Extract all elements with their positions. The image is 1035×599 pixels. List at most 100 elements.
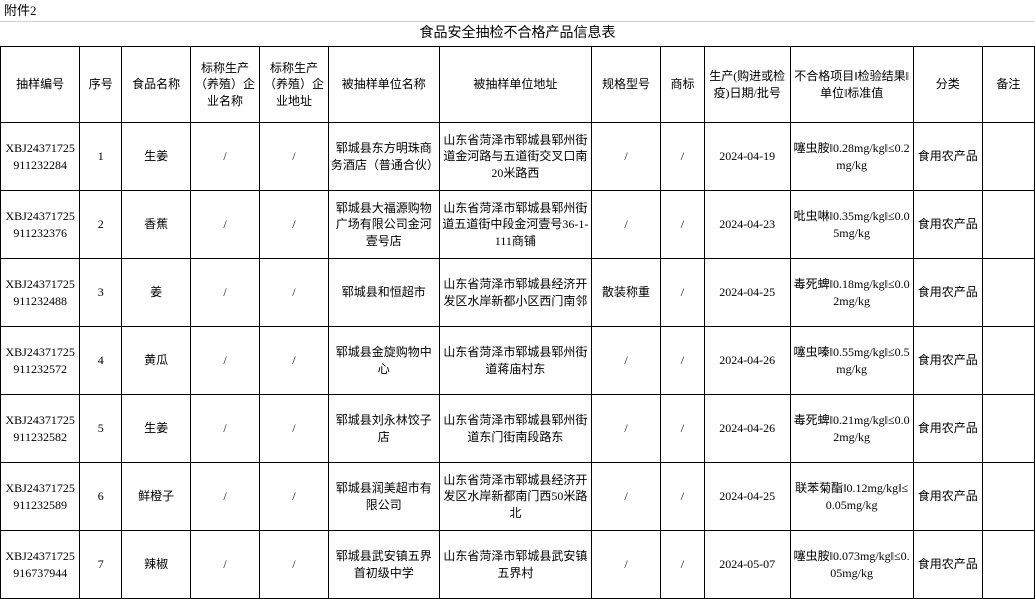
table-cell: /	[661, 463, 705, 531]
table-cell: /	[259, 191, 328, 259]
table-cell: 山东省菏泽市郓城县郓州街道东门街南段路东	[439, 395, 591, 463]
table-cell: /	[592, 191, 661, 259]
table-cell: 2024-04-25	[704, 259, 790, 327]
table-cell: 4	[80, 327, 122, 395]
spreadsheet-document: 附件2 食品安全抽检不合格产品信息表 抽样编号序号食品名称标称生产（养殖）企业名…	[0, 0, 1035, 599]
table-cell: 生姜	[122, 123, 191, 191]
table-cell: 生姜	[122, 395, 191, 463]
table-cell: /	[259, 327, 328, 395]
table-cell: /	[592, 463, 661, 531]
table-cell: 山东省菏泽市郓城县经济开发区水岸新都南门西50米路北	[439, 463, 591, 531]
table-cell: 黄瓜	[122, 327, 191, 395]
table-cell: /	[191, 191, 260, 259]
table-header-row: 抽样编号序号食品名称标称生产（养殖）企业名称标称生产（养殖）企业地址被抽样单位名…	[1, 47, 1035, 123]
column-header: 规格型号	[592, 47, 661, 123]
table-cell: 食用农产品	[913, 531, 982, 599]
attachment-label: 附件2	[0, 0, 1035, 22]
table-cell: XBJ24371725911232284	[1, 123, 80, 191]
table-cell: 郓城县润美超市有限公司	[328, 463, 439, 531]
table-cell: /	[191, 327, 260, 395]
table-cell	[982, 395, 1034, 463]
table-cell: 1	[80, 123, 122, 191]
table-cell: 山东省菏泽市郓城县郓州街道金河路与五道街交叉口南20米路西	[439, 123, 591, 191]
table-cell: 2024-04-26	[704, 327, 790, 395]
column-header: 被抽样单位地址	[439, 47, 591, 123]
table-cell: 噻虫胺‖0.073mg/kg‖≤0.05mg/kg	[790, 531, 913, 599]
table-cell: 鲜橙子	[122, 463, 191, 531]
table-cell: 食用农产品	[913, 123, 982, 191]
table-cell: 郓城县武安镇五界首初级中学	[328, 531, 439, 599]
table-cell: 5	[80, 395, 122, 463]
table-cell: 食用农产品	[913, 395, 982, 463]
table-cell: XBJ24371725911232589	[1, 463, 80, 531]
table-cell: 山东省菏泽市郓城县郓州街道五道街中段金河壹号36-1-111商铺	[439, 191, 591, 259]
table-cell: 山东省菏泽市郓城县经济开发区水岸新都小区西门南邻	[439, 259, 591, 327]
table-cell: /	[661, 395, 705, 463]
table-cell: /	[661, 259, 705, 327]
table-cell: 辣椒	[122, 531, 191, 599]
table-row: XBJ243717259112323762香蕉//郓城县大福源购物广场有限公司金…	[1, 191, 1035, 259]
column-header: 商标	[661, 47, 705, 123]
table-cell: XBJ24371725911232376	[1, 191, 80, 259]
table-row: XBJ243717259112324883姜//郓城县和恒超市山东省菏泽市郓城县…	[1, 259, 1035, 327]
table-cell: /	[191, 259, 260, 327]
table-cell: /	[259, 395, 328, 463]
table-cell: /	[592, 531, 661, 599]
column-header: 分类	[913, 47, 982, 123]
table-cell: 毒死蜱‖0.18mg/kg‖≤0.02mg/kg	[790, 259, 913, 327]
table-cell: XBJ24371725911232572	[1, 327, 80, 395]
table-cell: 噻虫胺‖0.28mg/kg‖≤0.2mg/kg	[790, 123, 913, 191]
column-header: 被抽样单位名称	[328, 47, 439, 123]
table-cell	[982, 327, 1034, 395]
table-cell: 2024-04-25	[704, 463, 790, 531]
table-cell: 姜	[122, 259, 191, 327]
data-table: 抽样编号序号食品名称标称生产（养殖）企业名称标称生产（养殖）企业地址被抽样单位名…	[0, 46, 1035, 599]
column-header: 标称生产（养殖）企业地址	[259, 47, 328, 123]
table-cell: /	[259, 123, 328, 191]
table-cell: 吡虫啉‖0.35mg/kg‖≤0.05mg/kg	[790, 191, 913, 259]
table-cell: 食用农产品	[913, 259, 982, 327]
table-cell: /	[661, 123, 705, 191]
table-cell: /	[191, 463, 260, 531]
table-cell	[982, 463, 1034, 531]
table-cell: 食用农产品	[913, 191, 982, 259]
table-cell: XBJ24371725911232582	[1, 395, 80, 463]
table-cell: 香蕉	[122, 191, 191, 259]
table-cell: 7	[80, 531, 122, 599]
table-cell: 郓城县大福源购物广场有限公司金河壹号店	[328, 191, 439, 259]
column-header: 不合格项目‖检验结果‖单位‖标准值	[790, 47, 913, 123]
table-cell: 联苯菊酯‖0.12mg/kg‖≤0.05mg/kg	[790, 463, 913, 531]
table-cell: XBJ24371725911232488	[1, 259, 80, 327]
table-cell: /	[661, 191, 705, 259]
table-cell: /	[191, 395, 260, 463]
table-cell: /	[592, 123, 661, 191]
document-title: 食品安全抽检不合格产品信息表	[0, 22, 1035, 46]
column-header: 备注	[982, 47, 1034, 123]
column-header: 序号	[80, 47, 122, 123]
table-row: XBJ243717259112325724黄瓜//郓城县金旋购物中心山东省菏泽市…	[1, 327, 1035, 395]
table-row: XBJ243717259112325896鲜橙子//郓城县润美超市有限公司山东省…	[1, 463, 1035, 531]
table-cell: /	[661, 327, 705, 395]
table-cell	[982, 531, 1034, 599]
table-cell: /	[592, 395, 661, 463]
table-cell: 噻虫嗪‖0.55mg/kg‖≤0.5mg/kg	[790, 327, 913, 395]
column-header: 抽样编号	[1, 47, 80, 123]
table-cell: 郓城县东方明珠商务酒店（普通合伙）	[328, 123, 439, 191]
table-cell: 6	[80, 463, 122, 531]
table-cell: 食用农产品	[913, 463, 982, 531]
column-header: 生产(购进或检疫)日期/批号	[704, 47, 790, 123]
table-row: XBJ243717259112322841生姜//郓城县东方明珠商务酒店（普通合…	[1, 123, 1035, 191]
table-row: XBJ243717259112325825生姜//郓城县刘永林饺子店山东省菏泽市…	[1, 395, 1035, 463]
table-cell: 2024-05-07	[704, 531, 790, 599]
column-header: 标称生产（养殖）企业名称	[191, 47, 260, 123]
column-header: 食品名称	[122, 47, 191, 123]
table-cell	[982, 259, 1034, 327]
table-cell: /	[259, 259, 328, 327]
table-cell: 山东省菏泽市郓城县郓州街道蒋庙村东	[439, 327, 591, 395]
table-cell: 郓城县和恒超市	[328, 259, 439, 327]
table-cell	[982, 123, 1034, 191]
table-cell	[982, 191, 1034, 259]
table-cell: /	[592, 327, 661, 395]
table-cell: 郓城县刘永林饺子店	[328, 395, 439, 463]
table-cell: 2024-04-19	[704, 123, 790, 191]
